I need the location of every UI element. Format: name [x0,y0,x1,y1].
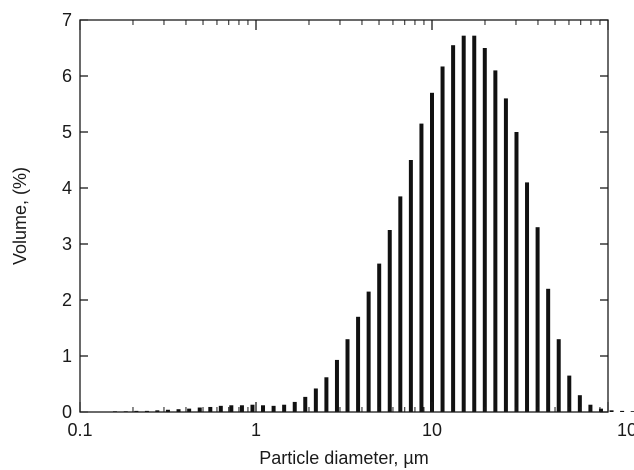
bar [239,405,244,412]
bar [282,404,287,412]
bar [187,408,192,412]
bar [525,182,530,412]
x-tick-label: 100 [617,420,634,440]
bar [155,410,160,412]
x-tick-label: 10 [422,420,442,440]
bar [356,316,361,412]
bar [208,406,213,412]
bar [514,132,519,412]
y-tick-label: 2 [62,290,72,310]
bar [334,359,339,412]
bar [567,375,572,412]
bar [430,92,434,413]
y-tick-label: 3 [62,234,72,254]
bar [366,291,371,412]
bar [440,66,445,412]
bar [250,404,255,412]
bar [577,395,582,412]
bar [313,388,318,412]
y-tick-label: 0 [62,402,72,422]
bar [503,98,508,413]
bar [271,405,276,412]
y-tick-label: 4 [62,178,72,198]
bar [419,123,424,412]
bar [218,405,223,412]
y-tick-label: 1 [62,346,72,366]
bar [261,405,266,412]
bar [345,339,350,412]
bar [176,409,181,412]
x-axis-title: Particle diameter, µm [259,448,428,468]
bar [398,196,403,412]
bar [493,70,498,413]
bar [387,230,392,412]
bar [620,410,625,412]
y-tick-label: 6 [62,66,72,86]
bar [292,401,297,412]
bar [630,411,634,412]
y-tick-label: 7 [62,10,72,30]
bar [461,35,466,413]
bar [598,408,603,412]
bar [546,288,551,412]
bar [472,35,477,413]
bar [451,45,456,412]
ticks-layer: 0 1 2 3 4 5 6 7 0.1 1 10 100 [62,10,634,440]
bar [197,407,202,412]
y-tick-label: 5 [62,122,72,142]
bar [535,227,540,412]
bar [482,48,487,412]
bar [609,410,614,412]
x-tick-label: 0.1 [67,420,92,440]
y-axis-title: Volume, (%) [10,167,30,265]
bars-layer [112,35,634,413]
bar [303,396,308,412]
bar [408,160,413,412]
bar [324,377,329,412]
plot-frame [79,19,609,413]
bar [556,339,561,412]
bar [377,263,382,412]
bar [588,404,593,412]
bar [229,405,234,412]
x-tick-label: 1 [251,420,261,440]
bar [165,409,170,412]
